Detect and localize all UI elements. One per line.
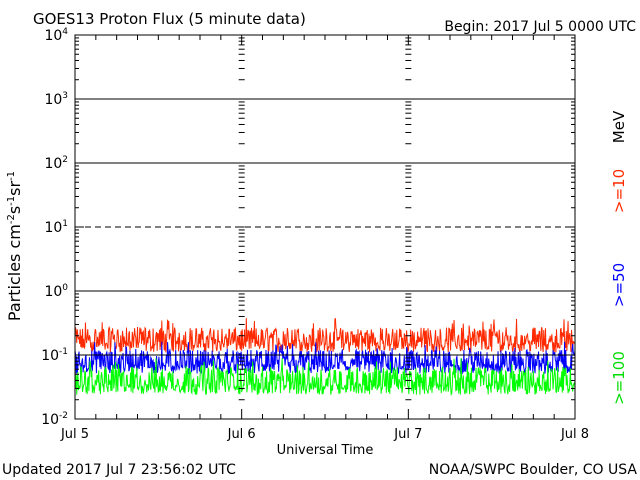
begin-label: Begin: 2017 Jul 5 0000 UTC bbox=[444, 19, 636, 35]
frame-layer: Jul 5 Jul 6 Jul 7 Jul 8 104 103 102 101 100 10-1 1… bbox=[41, 27, 589, 442]
legend-series-50: >=50 bbox=[610, 263, 628, 307]
y-axis-label: Particles cm-2s-1sr-1 bbox=[5, 171, 24, 321]
units-label: MeV bbox=[610, 110, 628, 143]
credit-label: NOAA/SWPC Boulder, CO USA bbox=[429, 462, 638, 478]
legend-series-100: >=100 bbox=[610, 351, 628, 405]
updated-timestamp: Updated 2017 Jul 7 23:56:02 UTC bbox=[2, 462, 236, 478]
series-layer bbox=[74, 318, 576, 397]
x-tick-label: Jul 7 bbox=[393, 427, 422, 442]
y-tick-label: 10-1 bbox=[41, 347, 68, 364]
x-tick-label: Jul 6 bbox=[227, 427, 256, 442]
x-tick-label: Jul 8 bbox=[560, 427, 589, 442]
y-tick-label: 101 bbox=[44, 219, 68, 236]
chart-title: GOES13 Proton Flux (5 minute data) bbox=[33, 10, 306, 28]
y-tick-label: 100 bbox=[44, 283, 68, 300]
x-axis-label: Universal Time bbox=[277, 443, 374, 458]
series-line-0 bbox=[74, 318, 576, 353]
legend-series-10: >=10 bbox=[610, 169, 628, 213]
y-tick-label: 103 bbox=[44, 91, 68, 108]
series-line-2 bbox=[74, 358, 576, 397]
series-line-1 bbox=[74, 341, 576, 375]
y-tick-label: 10-2 bbox=[41, 411, 68, 428]
y-tick-label: 104 bbox=[44, 27, 68, 44]
y-tick-label: 102 bbox=[44, 155, 68, 172]
x-tick-label: Jul 5 bbox=[60, 427, 89, 442]
